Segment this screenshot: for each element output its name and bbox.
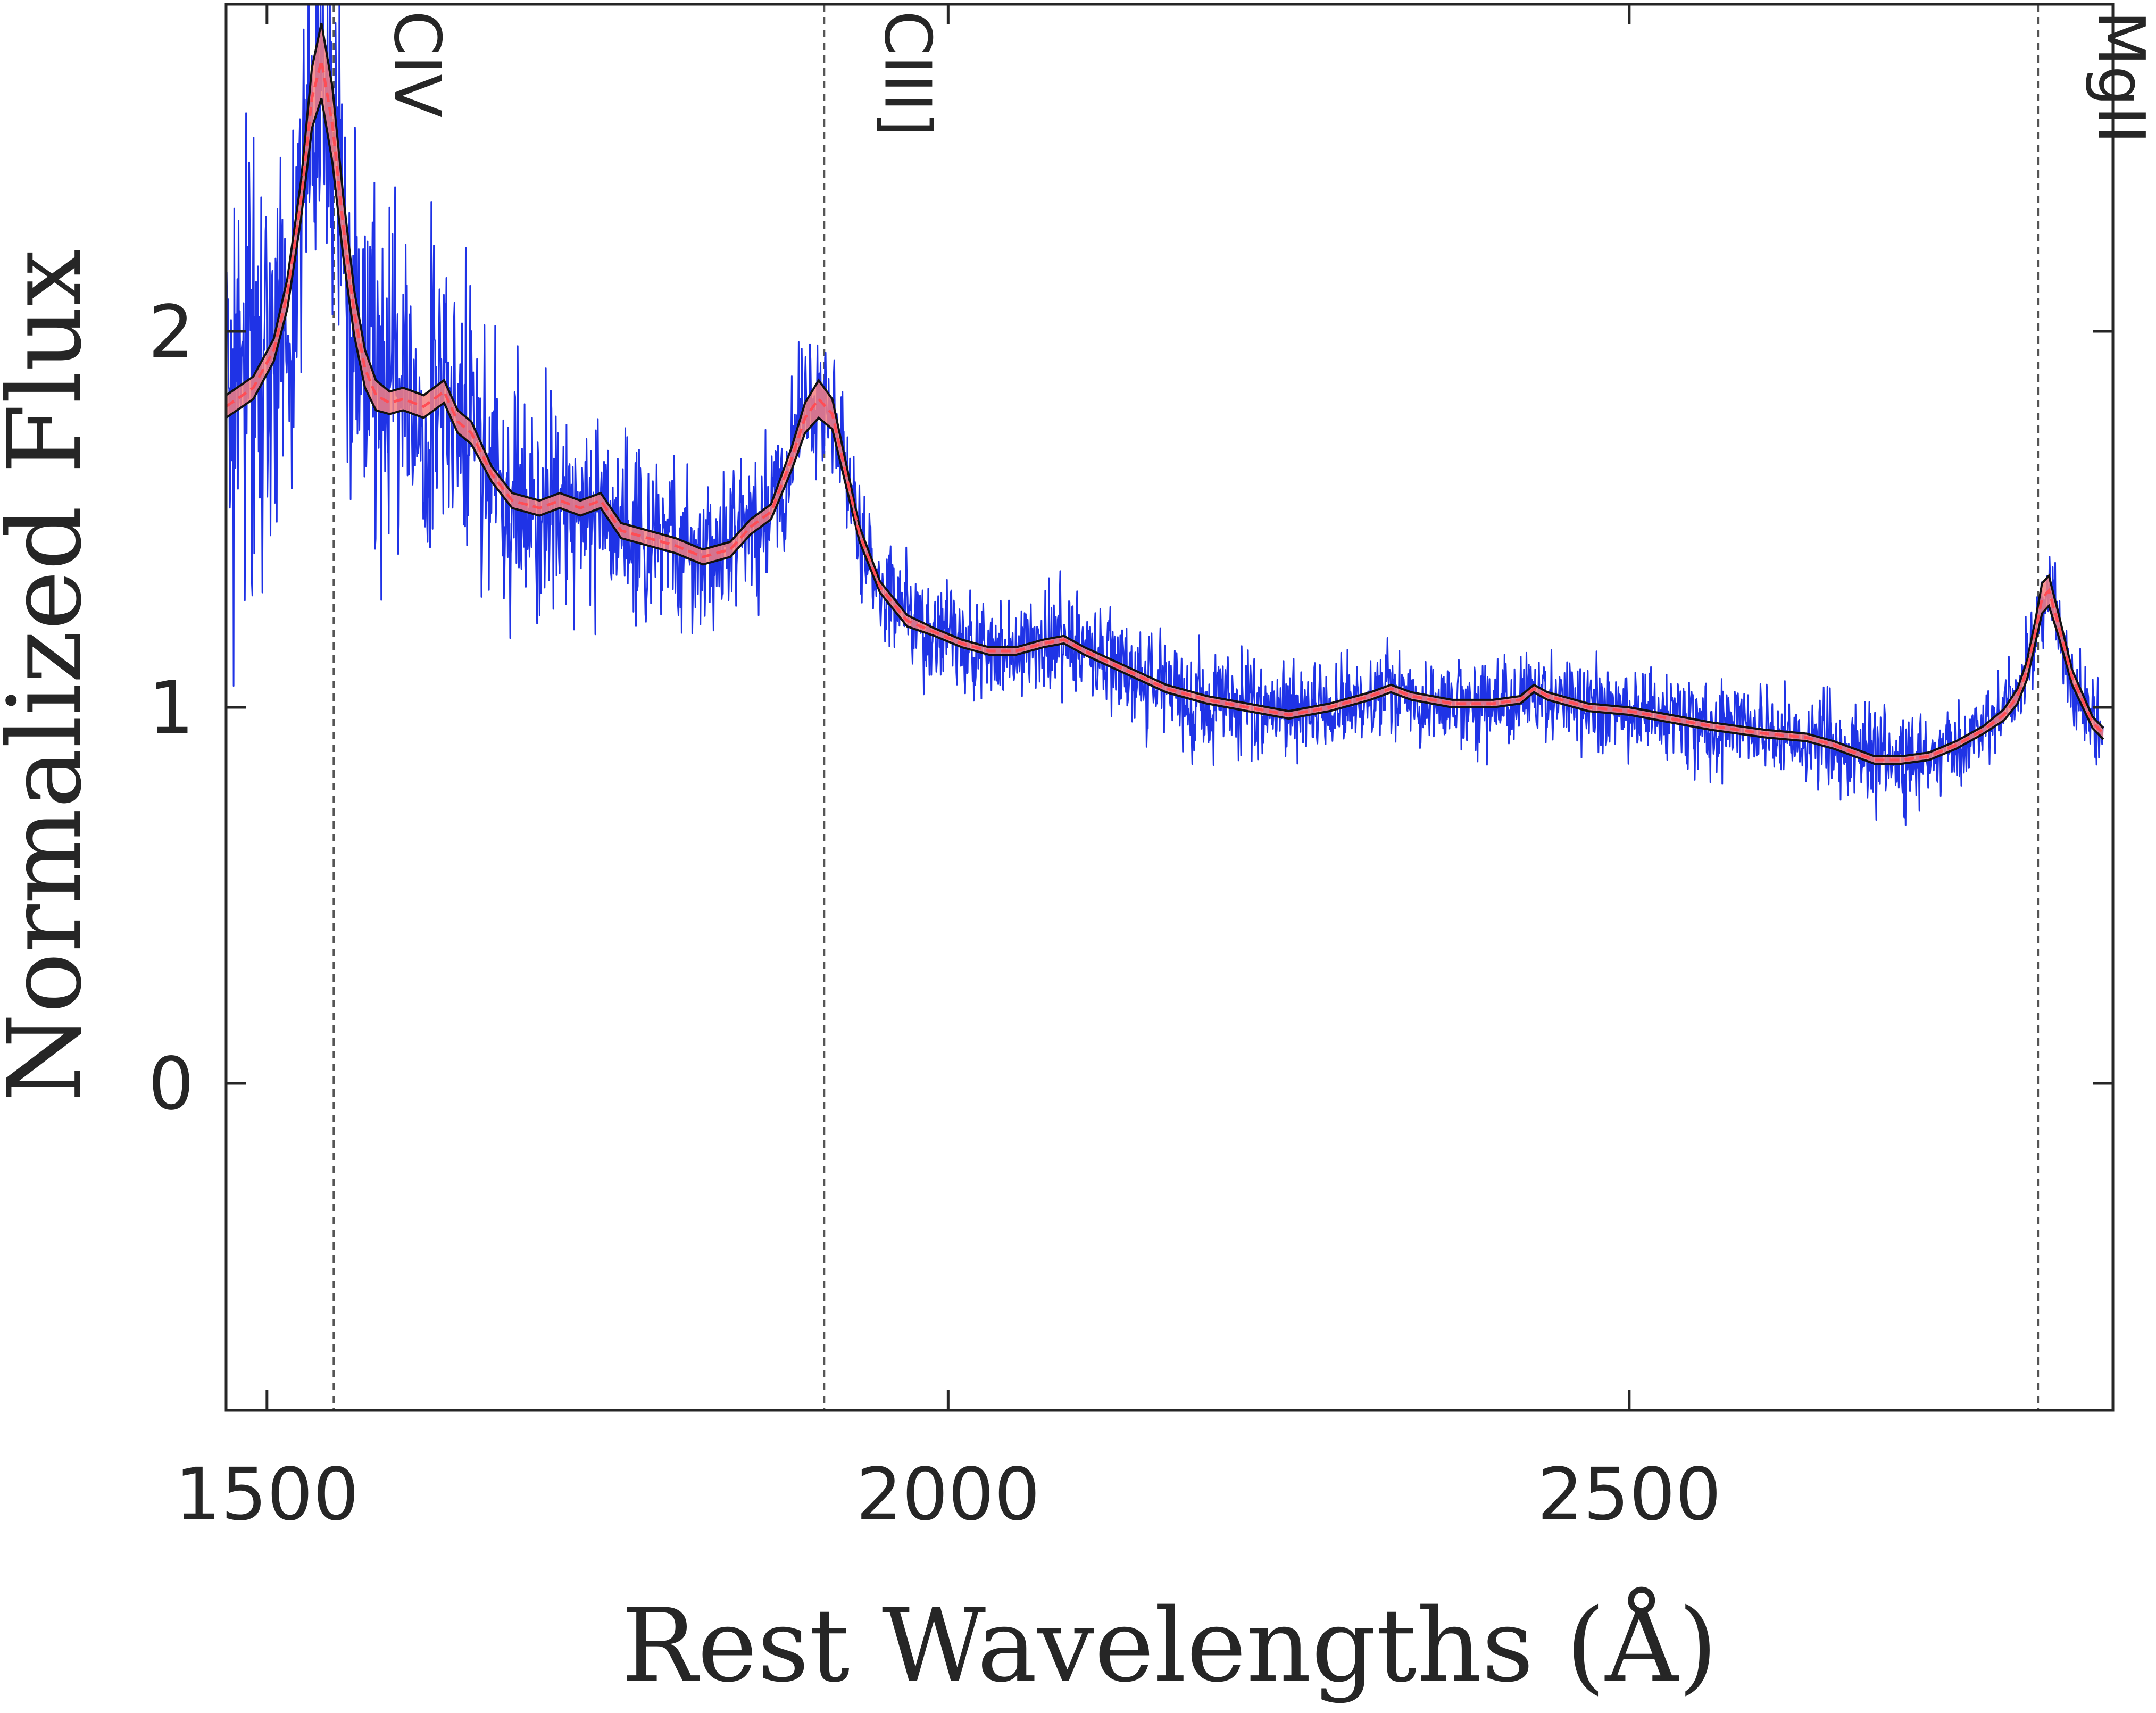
reference-line-label: CIV: [379, 11, 453, 118]
x-tick-label: 2000: [856, 1453, 1040, 1537]
model-lower-bound: [226, 98, 2104, 765]
y-tick-label: 2: [148, 290, 194, 374]
model-median-line: [226, 60, 2104, 762]
reference-line-label: CIII]: [870, 11, 944, 137]
reference-line-labels: CIV CIII] MgII: [379, 11, 2156, 144]
plot-area: [226, 4, 2113, 1410]
y-tick-label: 1: [148, 666, 194, 750]
y-axis-label: Normalized Flux: [0, 249, 104, 1101]
x-axis-label: Rest Wavelengths (Å): [621, 1587, 1718, 1704]
reference-line-label: MgII: [2084, 11, 2156, 144]
model-upper-bound: [226, 22, 2104, 757]
x-tick-label: 1500: [175, 1453, 359, 1537]
reference-lines: [332, 4, 2040, 1410]
model-fit: [226, 22, 2104, 765]
plot-background: [226, 4, 2113, 1410]
ticks: 1500 2000 2500 0 1 2: [148, 4, 2113, 1537]
x-tick-label: 2500: [1537, 1453, 1721, 1537]
y-tick-label: 0: [148, 1042, 194, 1126]
